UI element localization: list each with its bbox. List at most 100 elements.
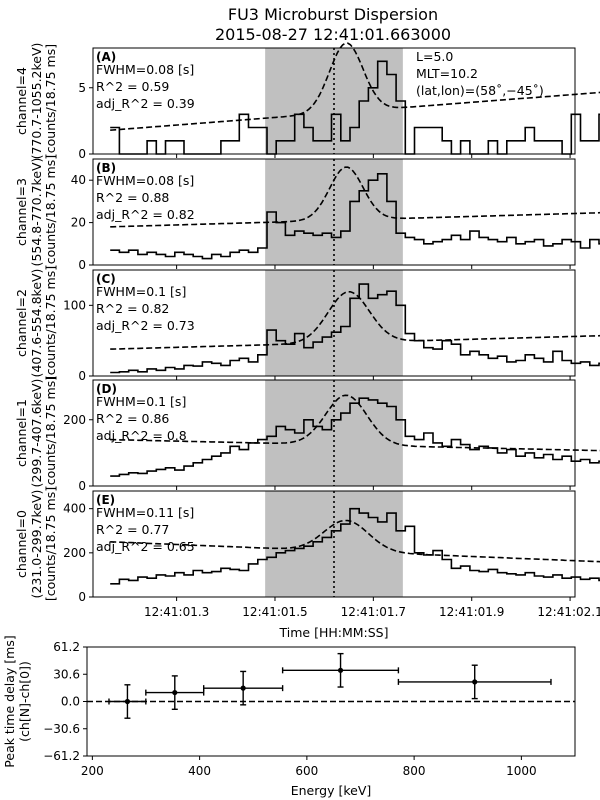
y-tick-label: 0 xyxy=(78,479,86,493)
fit-annotation: FWHM=0.1 [s] xyxy=(96,394,186,409)
event-info: L=5.0 xyxy=(416,49,453,64)
delay-marker xyxy=(124,698,131,705)
x-axis-label: Time [HH:MM:SS] xyxy=(279,625,389,640)
y-tick-label: 200 xyxy=(63,413,86,427)
panel-a: 0 5 (A)FWHM=0.08 [s] R^2 = 0.59 adj_R^2 = 0.… xyxy=(14,42,600,161)
fit-annotation: FWHM=0.11 [s] xyxy=(96,505,194,520)
y-axis-label: channel=1 xyxy=(14,399,29,467)
panel-letter: (B) xyxy=(96,161,116,175)
figure-title-line1: FU3 Microburst Dispersion xyxy=(228,5,438,24)
fit-annotation: R^2 = 0.59 xyxy=(96,79,169,94)
delay-point-1 xyxy=(108,684,147,719)
counts-histogram xyxy=(110,173,600,260)
panel-letter: (E) xyxy=(96,493,115,507)
counts-histogram xyxy=(110,283,600,374)
fit-annotation: adj_R^2 = 0.73 xyxy=(96,318,195,333)
x-tick-label: 12:41:01.7 xyxy=(341,605,406,619)
delay-point-5 xyxy=(397,664,552,700)
panel-b: 0 20 40 (B)FWHM=0.08 [s] R^2 = 0.88 adj_R^2 =… xyxy=(14,155,600,272)
y-tick-label: 0 xyxy=(78,258,86,272)
y-axis-label: (554.8-770.7keV) xyxy=(29,158,44,267)
y-tick-label: 200 xyxy=(63,546,86,560)
y-axis-label: channel=0 xyxy=(14,510,29,578)
x-tick-label: 800 xyxy=(403,764,426,778)
panel-c: 0 100 (C)FWHM=0.1 [s] R^2 = 0.82 adj_R^2 = 0… xyxy=(14,266,600,383)
fit-annotation: adj_R^2 = 0.65 xyxy=(96,539,195,554)
y-tick-label: −30.6 xyxy=(43,722,80,736)
event-info: MLT=10.2 xyxy=(416,66,478,81)
fit-curve xyxy=(110,519,600,563)
figure-title-line2: 2015-08-27 12:41:01.663000 xyxy=(215,25,451,44)
panel-e: 0 200 400 12:41:01.3 12:41:01.5 12:41:01.7 12:… xyxy=(14,487,600,640)
fit-window-shade xyxy=(265,270,403,376)
fit-annotation: R^2 = 0.88 xyxy=(96,190,169,205)
fit-annotation: adj_R^2 = 0.8 xyxy=(96,428,187,443)
fit-annotation: R^2 = 0.77 xyxy=(96,522,169,537)
y-tick-label: 100 xyxy=(63,298,86,312)
y-tick-label: 0 xyxy=(78,590,86,604)
fit-annotation: R^2 = 0.82 xyxy=(96,301,169,316)
panel-frame xyxy=(92,269,576,377)
fit-curve xyxy=(110,291,600,350)
event-info: (lat,lon)=(58˚,−45˚) xyxy=(416,83,544,98)
x-tick-label: 12:41:02.1 xyxy=(537,605,600,619)
y-axis-label: channel=2 xyxy=(14,289,29,357)
fit-annotation: FWHM=0.08 [s] xyxy=(96,173,194,188)
y-tick-label: 400 xyxy=(63,502,86,516)
counts-histogram xyxy=(110,397,600,477)
y-tick-label: 30.6 xyxy=(53,667,80,681)
y-axis-label: (407.6-554.8keV) xyxy=(29,269,44,378)
counts-histogram xyxy=(110,507,600,585)
delay-marker xyxy=(472,679,478,685)
panel-letter: (D) xyxy=(96,382,117,396)
x-tick-label: 200 xyxy=(81,764,104,778)
panel-d: 0 200 (D)FWHM=0.1 [s] R^2 = 0.86 adj_R^2 = 0… xyxy=(14,376,600,493)
delay-point-3 xyxy=(202,670,284,706)
delay-marker xyxy=(337,667,344,673)
y-tick-label: 5 xyxy=(78,81,86,95)
y-axis-label: [counts/18.75 ms] xyxy=(43,266,58,380)
y-tick-label: 0 xyxy=(78,147,86,161)
x-axis-label: Energy [keV] xyxy=(291,783,372,798)
y-axis-label: channel=4 xyxy=(14,67,29,135)
x-tick-label: 12:41:01.9 xyxy=(439,605,504,619)
y-axis-label: Peak time delay [ms] xyxy=(2,635,17,767)
panel-letter: (A) xyxy=(96,50,116,64)
y-tick-label: 61.2 xyxy=(53,640,80,654)
y-axis-label: (770.7-1055.2keV) xyxy=(29,43,44,160)
fit-annotation: adj_R^2 = 0.82 xyxy=(96,207,195,222)
y-axis-label: [counts/18.75 ms] xyxy=(43,487,58,601)
x-tick-label: 600 xyxy=(295,764,318,778)
panel-frame xyxy=(92,490,576,598)
y-axis-label: (299.7-407.6keV) xyxy=(29,379,44,488)
x-tick-label: 1000 xyxy=(506,764,537,778)
panel-letter: (C) xyxy=(96,272,116,286)
panel-frame xyxy=(92,158,576,266)
fit-annotation: R^2 = 0.86 xyxy=(96,411,169,426)
delay-marker xyxy=(240,685,246,691)
delay-point-4 xyxy=(281,652,400,688)
y-axis-label: channel=3 xyxy=(14,178,29,246)
fit-window-shade xyxy=(265,491,403,597)
y-axis-label: [counts/18.75 ms] xyxy=(43,376,58,490)
y-axis-label: [counts/18.75 ms] xyxy=(43,155,58,269)
fit-annotation: FWHM=0.08 [s] xyxy=(96,62,194,77)
fit-annotation: adj_R^2 = 0.39 xyxy=(96,96,195,111)
fit-curve xyxy=(110,394,600,452)
delay-point-2 xyxy=(145,675,205,710)
y-tick-label: 0 xyxy=(78,369,86,383)
x-tick-label: 12:41:01.5 xyxy=(242,605,307,619)
delay-plot: −61.2 −30.6 0.0 30.6 61.2 200 400 600 800 1000 Ene… xyxy=(2,635,576,798)
y-tick-label: 20 xyxy=(71,216,86,230)
fit-annotation: FWHM=0.1 [s] xyxy=(96,284,186,299)
y-axis-label: (231.0-299.7keV) xyxy=(29,490,44,599)
x-tick-label: 400 xyxy=(188,764,211,778)
y-axis-label: (ch[N]-ch[0]) xyxy=(17,661,32,742)
delay-marker xyxy=(172,689,178,696)
x-tick-label: 12:41:01.3 xyxy=(144,605,209,619)
panel-frame xyxy=(92,47,576,155)
fit-curve xyxy=(110,166,600,228)
y-tick-label: 40 xyxy=(71,173,86,187)
